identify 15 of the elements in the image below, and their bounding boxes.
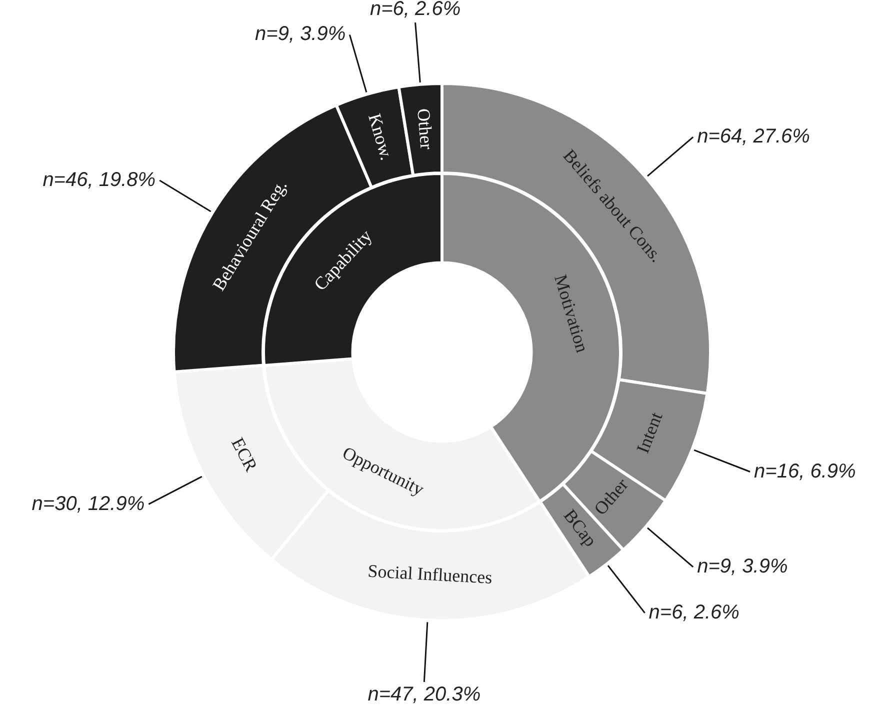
data-label: n=6, 2.6% [370, 0, 461, 20]
slice-label: Know. [364, 111, 397, 162]
slice-label: ECR [228, 434, 262, 475]
data-label: n=64, 27.6% [697, 126, 810, 148]
data-label: n=30, 12.9% [32, 492, 145, 515]
slice-label: Intent [632, 409, 666, 456]
data-label: n=9, 3.9% [255, 23, 346, 46]
data-label: n=47, 20.3% [368, 684, 481, 706]
data-label: n=9, 3.9% [697, 555, 788, 578]
slice-label: Social Influences [367, 560, 493, 588]
slice-label: Other [414, 108, 437, 150]
data-label: n=46, 19.8% [42, 168, 156, 191]
data-label: n=6, 2.6% [648, 602, 740, 624]
slice-label: Motivation [550, 272, 593, 355]
data-label: n=16, 6.9% [754, 460, 856, 482]
